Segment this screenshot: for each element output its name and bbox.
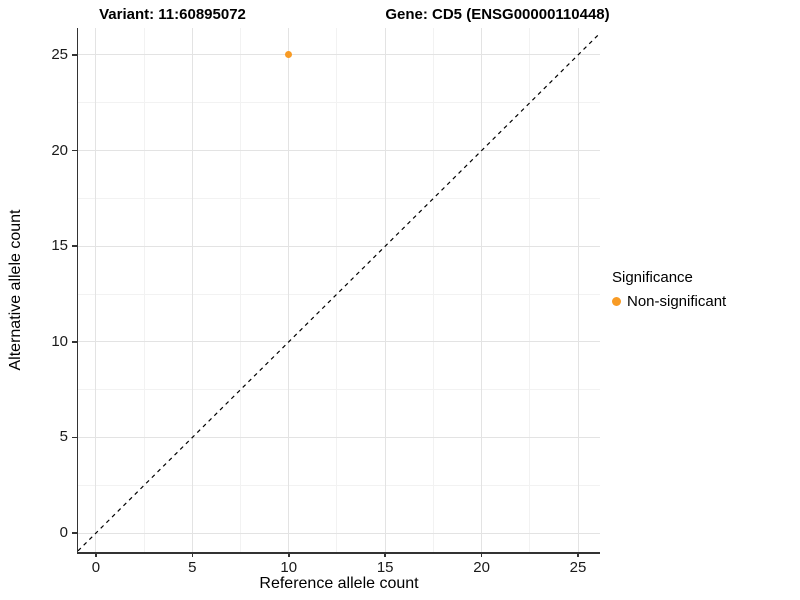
y-tick-label: 25: [51, 45, 68, 63]
legend-item-label: Non-significant: [627, 293, 727, 310]
x-tick-label: 5: [188, 559, 197, 576]
data-point: [285, 51, 293, 59]
gene-title: Gene: CD5 (ENSG00000110448): [385, 6, 610, 23]
legend: Significance Non-significant: [612, 268, 726, 311]
gridline-major-v: [288, 28, 290, 552]
y-tick-mark: [71, 149, 77, 152]
gridline-minor-h: [78, 484, 600, 486]
gridline-major-h: [78, 150, 600, 152]
y-tick-mark: [71, 341, 77, 343]
y-axis-line: [76, 28, 78, 554]
gridline-minor-h: [78, 102, 600, 104]
x-axis-line: [76, 552, 600, 554]
gridline-major-h: [78, 532, 600, 534]
gridline-minor-h: [78, 389, 600, 391]
legend-title: Significance: [612, 269, 693, 286]
x-tick-mark: [577, 552, 579, 557]
x-tick-label: 15: [376, 559, 394, 576]
x-tick-label: 0: [91, 559, 101, 576]
gridline-minor-h: [78, 293, 600, 295]
y-tick-mark: [71, 54, 77, 56]
gridline-minor-v: [432, 28, 434, 552]
identity-dashed-line: [78, 32, 600, 552]
gridline-minor-h: [78, 197, 600, 199]
y-tick-label: 20: [51, 141, 68, 159]
y-tick-label: 15: [51, 237, 68, 255]
y-tick-label: 0: [59, 524, 68, 542]
legend-item-non-significant: Non-significant: [612, 292, 726, 311]
gridline-major-v: [95, 28, 97, 552]
y-tick-label: 10: [51, 332, 68, 350]
x-axis-title: Reference allele count: [259, 575, 419, 592]
gridline-major-h: [78, 54, 600, 56]
gridline-minor-v: [529, 28, 531, 552]
y-tick-mark: [71, 532, 77, 534]
gridline-major-v: [191, 28, 193, 552]
y-tick-mark: [71, 245, 77, 247]
gridline-minor-v: [143, 28, 145, 552]
x-tick-label: 25: [569, 559, 587, 576]
gridline-major-h: [78, 245, 600, 247]
x-tick-mark: [480, 552, 483, 557]
y-tick-mark: [71, 436, 77, 439]
legend-swatch-icon: [612, 297, 621, 306]
gridline-major-v: [384, 28, 386, 552]
x-tick-mark: [288, 552, 290, 557]
plot-panel: [78, 28, 600, 552]
x-tick-mark: [95, 552, 97, 557]
y-axis-title: Alternative allele count: [7, 209, 24, 371]
x-tick-label: 10: [280, 559, 298, 576]
gridline-major-h: [78, 341, 600, 343]
gridline-major-v: [577, 28, 579, 552]
gridline-minor-v: [336, 28, 338, 552]
gridline-major-v: [481, 28, 483, 552]
gridline-minor-v: [240, 28, 242, 552]
x-tick-label: 20: [473, 559, 490, 576]
x-tick-mark: [384, 552, 386, 557]
variant-title: Variant: 11:60895072: [99, 6, 246, 23]
x-tick-mark: [191, 552, 194, 557]
y-tick-label: 5: [59, 428, 68, 446]
gridline-major-h: [78, 436, 600, 438]
